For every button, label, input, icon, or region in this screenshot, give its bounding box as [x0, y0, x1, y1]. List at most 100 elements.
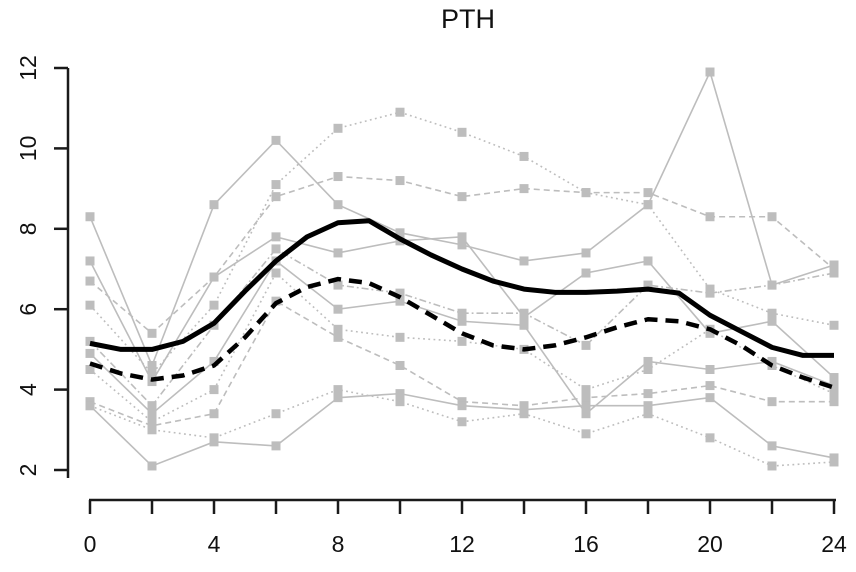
data-point-marker [333, 393, 343, 403]
data-point-marker [147, 425, 157, 435]
data-point-marker [457, 192, 467, 202]
data-point-marker [829, 457, 839, 467]
data-point-marker [457, 232, 467, 242]
mean-solid-curve [89, 218, 834, 358]
data-point-marker [705, 381, 715, 391]
data-point-marker [705, 67, 715, 77]
chart-title: PTH [441, 4, 495, 34]
data-point-marker [643, 401, 653, 411]
data-point-marker [85, 276, 95, 286]
data-point-marker [643, 200, 653, 210]
data-point-marker [519, 308, 529, 318]
data-point-marker [209, 385, 219, 395]
data-point-marker [209, 272, 219, 282]
x-tick-label: 24 [821, 531, 847, 557]
x-tick-label: 8 [332, 531, 345, 557]
data-point-marker [147, 360, 157, 370]
data-point-marker [457, 308, 467, 318]
data-point-marker [271, 409, 281, 419]
data-point-marker [643, 188, 653, 198]
x-tick-label: 12 [449, 531, 475, 557]
data-point-marker [395, 288, 405, 298]
data-point-marker [333, 280, 343, 290]
data-point-marker [85, 348, 95, 358]
data-point-marker [395, 360, 405, 370]
data-point-marker [581, 188, 591, 198]
data-point-marker [705, 288, 715, 298]
data-point-marker [767, 316, 777, 326]
data-point-marker [271, 441, 281, 451]
data-point-marker [829, 373, 839, 383]
data-point-marker [85, 300, 95, 310]
data-point-marker [209, 433, 219, 443]
data-point-marker [519, 256, 529, 266]
data-point-marker [395, 332, 405, 342]
data-point-marker [643, 365, 653, 374]
data-point-marker [333, 248, 343, 258]
data-point-marker [395, 228, 405, 238]
data-point-marker [395, 397, 405, 407]
data-point-marker [333, 123, 343, 133]
data-point-marker [457, 336, 467, 346]
data-point-marker [333, 304, 343, 314]
y-tick-label: 2 [15, 464, 41, 477]
data-point-marker [85, 336, 95, 346]
data-point-marker [147, 328, 157, 338]
data-point-marker [147, 401, 157, 411]
data-point-marker [271, 244, 281, 254]
data-point-marker [85, 212, 95, 222]
data-point-marker [271, 268, 281, 278]
data-point-marker [209, 356, 219, 366]
data-point-marker [643, 389, 653, 399]
data-point-marker [829, 260, 839, 270]
data-point-marker [519, 320, 529, 330]
data-point-marker [581, 393, 591, 403]
data-point-marker [519, 151, 529, 161]
data-point-marker [457, 127, 467, 137]
data-point-marker [705, 393, 715, 403]
data-point-marker [581, 409, 591, 419]
data-point-marker [147, 369, 157, 379]
data-point-marker [333, 385, 343, 395]
data-point-marker [705, 433, 715, 443]
data-point-marker [767, 212, 777, 222]
series-subject-9 [85, 389, 839, 471]
data-point-marker [581, 248, 591, 258]
subject-series-layer [85, 67, 839, 471]
data-point-marker [643, 356, 653, 366]
data-point-marker [643, 280, 653, 290]
series-subject-10 [85, 385, 839, 471]
mean-dashed-curve [89, 276, 835, 390]
series-line [89, 247, 835, 407]
data-point-marker [395, 296, 405, 306]
data-point-marker [333, 332, 343, 342]
data-point-marker [457, 417, 467, 427]
data-point-marker [829, 389, 839, 399]
y-tick-label: 6 [15, 303, 41, 316]
data-point-marker [333, 172, 343, 182]
data-point-marker [395, 389, 405, 399]
y-tick-label: 4 [15, 383, 41, 396]
data-point-marker [767, 280, 777, 290]
data-point-marker [829, 397, 839, 407]
y-tick-label: 8 [15, 222, 41, 235]
data-point-marker [705, 365, 715, 374]
data-point-marker [643, 409, 653, 419]
data-point-marker [85, 256, 95, 266]
x-tick-label: 4 [208, 531, 221, 557]
data-point-marker [147, 461, 157, 471]
data-point-marker [829, 381, 839, 391]
data-point-marker [395, 176, 405, 186]
data-point-marker [519, 409, 529, 419]
data-point-marker [767, 397, 777, 407]
data-point-marker [333, 200, 343, 210]
x-tick-label: 20 [697, 531, 723, 557]
data-point-marker [85, 401, 95, 411]
data-point-marker [581, 385, 591, 395]
data-point-marker [147, 409, 157, 419]
data-point-marker [271, 192, 281, 202]
y-tick-label: 10 [15, 136, 41, 162]
